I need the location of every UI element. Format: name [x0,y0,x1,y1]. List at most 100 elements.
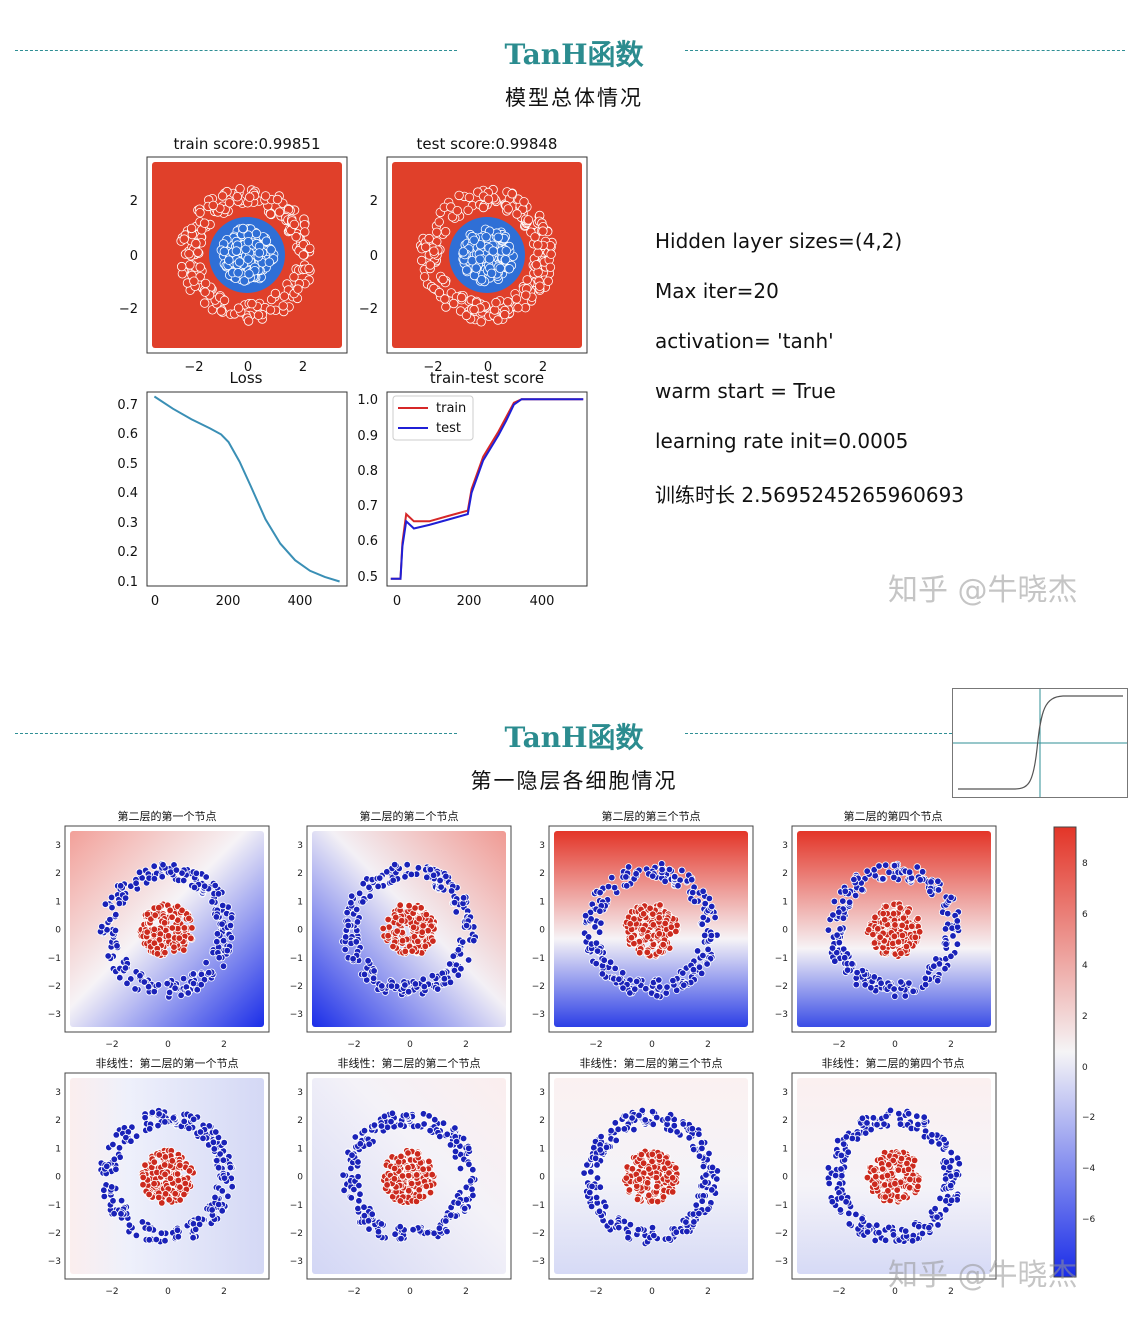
outer-class-point [673,1128,681,1136]
inner-class-point [139,1181,147,1189]
outer-class-point [107,1183,116,1191]
outer-class-point [364,1217,373,1225]
outer-class-point [354,1172,362,1181]
train-outer-point [244,192,255,202]
outer-class-point [873,1221,881,1229]
train-ytick-label: −2 [119,302,138,317]
inner-class-point [649,921,657,929]
test-xtick-label: −2 [423,360,442,375]
test-outer-point [432,227,442,238]
train-xtick-label: 0 [244,360,252,375]
panel-ytick-label: −1 [290,954,303,964]
panel-xtick-label: −2 [832,1040,845,1050]
panel-ytick-label: 3 [782,1088,788,1098]
watermark-bottom: 知乎 @牛晓杰 [888,1258,1078,1293]
outer-class-point [454,971,462,979]
outer-class-point [918,868,927,876]
panel-ytick-label: 3 [297,841,303,851]
outer-class-point [459,938,467,946]
outer-class-point [161,1118,169,1126]
outer-class-point [423,873,431,881]
colorbar-ticks: 8 6 4 2 0 −2 −4 −6 [1082,859,1096,1225]
outer-class-point [702,1171,710,1179]
outer-class-point [947,1196,956,1204]
outer-class-point [947,893,955,902]
outer-class-point [425,1112,433,1120]
outer-class-point [671,872,679,881]
outer-class-point [858,1215,866,1223]
outer-class-point [443,1130,451,1138]
train-outer-point [186,223,197,234]
panel-ytick-label: −2 [48,1229,61,1239]
test-outer-point [530,232,540,242]
inner-class-point [155,936,164,944]
panel-ytick-label: 0 [539,926,545,936]
outer-class-point [387,1117,395,1126]
panel-ytick-label: 1 [539,1144,545,1154]
outer-class-point [226,1163,235,1172]
outer-class-point [828,1198,836,1206]
outer-class-point [597,919,605,927]
outer-class-point [402,1111,410,1119]
outer-class-point [655,976,663,984]
panel-ytick-label: −1 [532,1201,545,1211]
inner-class-point [139,1173,147,1182]
panel-ytick-label: 2 [539,869,545,879]
inner-class-point [180,1190,188,1199]
inner-class-point [409,923,418,931]
loss-ytick-label: 0.7 [117,398,138,413]
test-outer-point [464,192,475,203]
outer-class-point [454,946,463,954]
section2-title: TanH函数 [504,721,644,754]
train-outer-point [184,249,194,259]
outer-class-point [632,870,640,878]
outer-class-point [383,868,391,876]
outer-class-point [947,1148,955,1157]
train-outer-point [191,238,201,249]
outer-class-point [218,920,226,928]
inner-class-point [150,1180,158,1188]
train-inner-point [251,228,262,239]
panel-ytick-label: 1 [297,1144,303,1154]
inner-class-point [911,933,919,941]
outer-class-point [598,970,607,978]
outer-class-point [125,1221,134,1229]
outer-class-point [858,885,866,894]
outer-class-point [121,964,130,972]
outer-class-point [592,1193,601,1202]
outer-class-point [347,1164,355,1173]
inner-class-point [890,932,899,940]
inner-class-point [904,908,912,916]
outer-class-point [914,1120,922,1129]
outer-class-point [604,882,613,891]
outer-class-point [109,1140,117,1149]
test-outer-point [533,240,543,250]
outer-class-point [942,1206,950,1214]
outer-class-point [132,1231,141,1240]
train-outer-point [289,272,299,282]
score-xtick-label: 200 [457,594,482,609]
test-outer-point [424,233,434,244]
outer-class-point [885,868,893,876]
outer-class-point [908,1237,917,1245]
node-panel-title: 第二层的第二个节点 [360,809,459,823]
test-outer-point [503,204,513,214]
outer-class-point [624,1234,632,1242]
inner-class-point [389,942,397,951]
outer-class-point [437,883,445,891]
panel-ytick-label: −1 [48,954,61,964]
outer-class-point [144,982,153,991]
inner-class-point [865,926,873,934]
panel-ytick-label: −3 [48,1257,61,1267]
outer-class-point [469,1191,477,1200]
test-outer-point [434,217,444,227]
node-panel-title: 第二层的第三个节点 [602,809,701,823]
outer-class-point [949,932,957,940]
panel-ytick-label: 2 [539,1116,545,1126]
panel-ytick-label: 0 [297,926,303,936]
outer-class-point [933,1213,941,1221]
section2-rule-right [685,733,952,734]
outer-class-point [587,915,595,923]
inner-class-point [914,914,922,923]
outer-class-point [615,975,623,983]
